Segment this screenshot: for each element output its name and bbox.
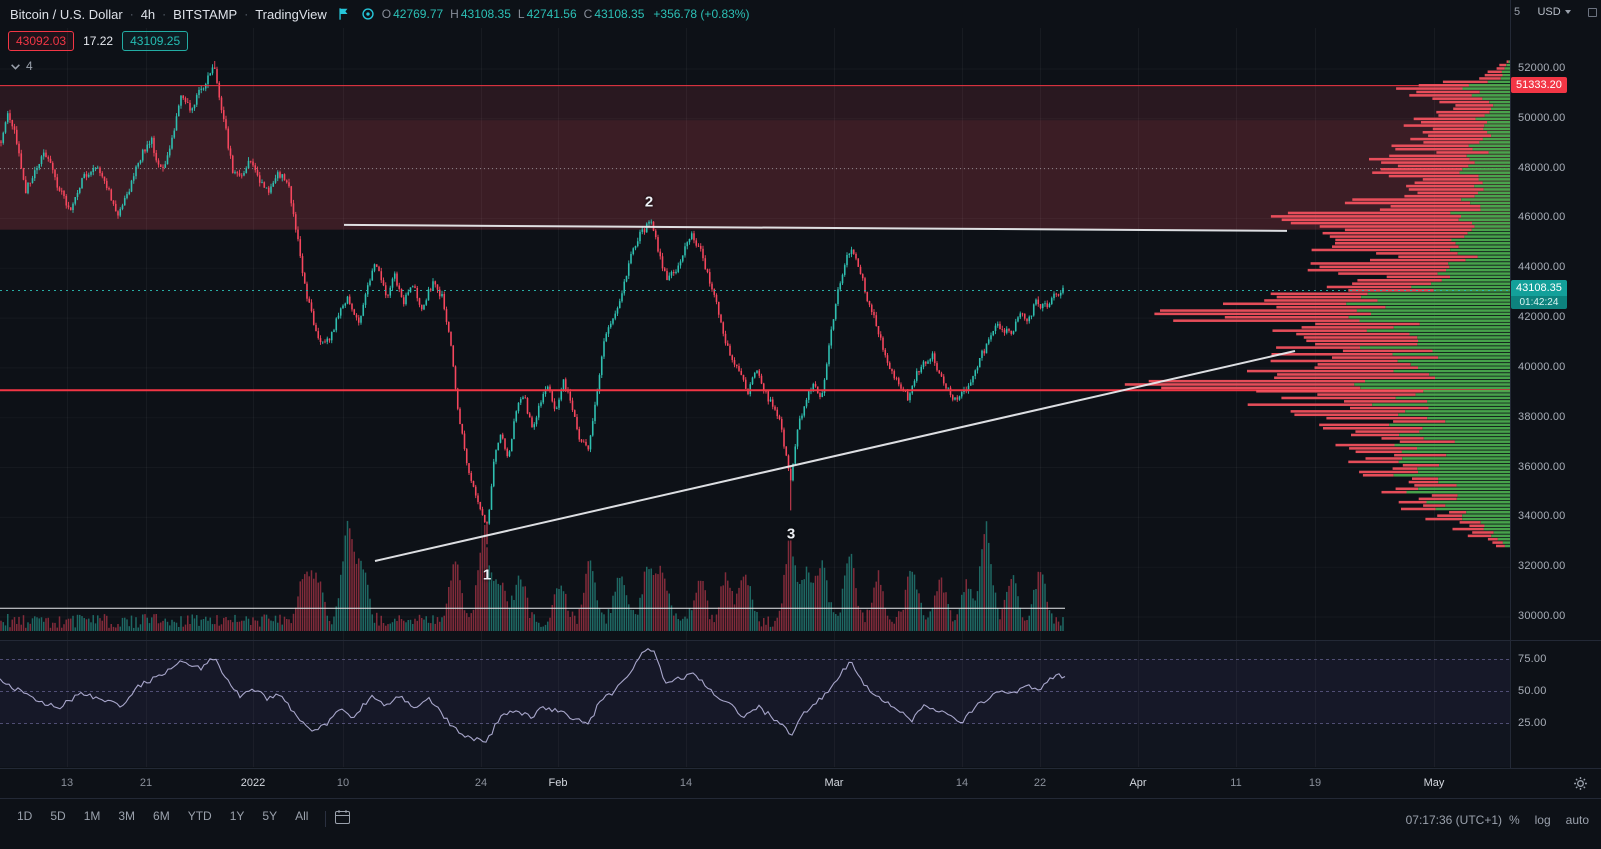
open-value: O 42769.77 bbox=[381, 7, 444, 21]
separator: · bbox=[162, 7, 167, 21]
bottom-toolbar: 1D 5D 1M 3M 6M YTD 1Y 5Y All 07:17:36 (UTC+1) % … bbox=[0, 798, 1601, 849]
scale-options: % log auto bbox=[1509, 813, 1589, 827]
time-axis-tick: 10 bbox=[336, 777, 350, 789]
currency-toggle[interactable]: USD bbox=[1534, 4, 1573, 20]
go-to-date-icon[interactable] bbox=[334, 809, 351, 825]
axis-top-controls: 5 USD bbox=[1514, 4, 1597, 20]
rsi-axis-label: 75.00 bbox=[1518, 652, 1547, 665]
sell-price-button[interactable]: 43092.03 bbox=[8, 31, 75, 51]
axis-top-count: 5 bbox=[1514, 6, 1521, 18]
separator: · bbox=[244, 7, 249, 21]
time-axis-tick: May bbox=[1423, 777, 1445, 789]
price-axis-label: 52000.00 bbox=[1518, 62, 1566, 74]
time-axis-tick: Apr bbox=[1129, 777, 1147, 789]
current-price-value: 43108.35 bbox=[1511, 280, 1567, 297]
range-button-1m[interactable]: 1M bbox=[83, 809, 101, 823]
flag-icon[interactable] bbox=[337, 7, 351, 21]
high-value: H 43108.35 bbox=[450, 7, 511, 21]
rsi-axis-label: 25.00 bbox=[1518, 716, 1547, 729]
timezone-clock[interactable]: 07:17:36 (UTC+1) bbox=[1405, 813, 1502, 827]
panel-collapse-icon[interactable] bbox=[1587, 7, 1597, 17]
auto-scale-button[interactable]: auto bbox=[1565, 813, 1589, 827]
chart-legend: Bitcoin / U.S. Dollar · 4h · BITSTAMP · … bbox=[0, 0, 749, 28]
price-axis-label: 30000.00 bbox=[1518, 610, 1566, 622]
range-button-6m[interactable]: 6M bbox=[153, 809, 170, 823]
wave-label-1: 1 bbox=[482, 566, 492, 584]
chevron-down-icon bbox=[1564, 10, 1571, 14]
range-button-3m[interactable]: 3M bbox=[118, 809, 136, 823]
price-axis[interactable]: 5 USD 51333.20 43108.35 01:42:24 52000.0… bbox=[1511, 0, 1601, 768]
bar-countdown: 01:42:24 bbox=[1511, 296, 1567, 310]
time-axis-tick: 14 bbox=[955, 777, 969, 789]
price-axis-label: 50000.00 bbox=[1518, 111, 1566, 124]
time-axis-tick: 21 bbox=[139, 777, 153, 789]
symbol-title[interactable]: Bitcoin / U.S. Dollar bbox=[10, 6, 123, 22]
close-value: C 43108.35 bbox=[583, 7, 645, 21]
range-button-ytd[interactable]: YTD bbox=[187, 809, 212, 823]
wave-label-3: 3 bbox=[786, 525, 796, 543]
time-axis-tick: 13 bbox=[60, 777, 74, 789]
current-price-label: 43108.35 01:42:24 bbox=[1511, 280, 1567, 310]
price-axis-label: 34000.00 bbox=[1518, 510, 1566, 523]
range-button-5y[interactable]: 5Y bbox=[262, 809, 278, 823]
exchange-label: BITSTAMP bbox=[173, 6, 238, 22]
currency-label: USD bbox=[1537, 6, 1561, 18]
price-axis-label: 40000.00 bbox=[1518, 360, 1566, 373]
interval-label[interactable]: 4h bbox=[140, 6, 156, 22]
percent-scale-button[interactable]: % bbox=[1508, 813, 1520, 827]
spread-value: 17.22 bbox=[83, 34, 114, 48]
time-axis-tick: Feb bbox=[548, 777, 568, 789]
low-value: L 42741.56 bbox=[517, 7, 577, 21]
wave-label-2: 2 bbox=[644, 193, 654, 211]
rsi-axis-label: 50.00 bbox=[1518, 684, 1547, 697]
alert-price-label: 51333.20 bbox=[1511, 76, 1567, 93]
chevron-down-icon bbox=[10, 61, 21, 72]
range-button-all[interactable]: All bbox=[295, 809, 309, 823]
log-scale-button[interactable]: log bbox=[1534, 813, 1551, 827]
date-range-buttons: 1D 5D 1M 3M 6M YTD 1Y 5Y All bbox=[8, 805, 317, 827]
time-axis-tick: 22 bbox=[1033, 777, 1047, 789]
price-axis-label: 46000.00 bbox=[1518, 211, 1566, 224]
settings-gear-icon[interactable] bbox=[1573, 776, 1588, 791]
buy-price-button[interactable]: 43109.25 bbox=[122, 31, 189, 51]
time-axis-tick: 11 bbox=[1230, 777, 1242, 789]
toolbar-divider bbox=[325, 811, 327, 827]
legend-collapse-control[interactable]: 4 bbox=[10, 59, 33, 73]
time-axis-tick: 19 bbox=[1308, 777, 1322, 789]
price-axis-label: 32000.00 bbox=[1518, 560, 1566, 573]
price-axis-label: 38000.00 bbox=[1518, 410, 1566, 423]
range-button-1y[interactable]: 1Y bbox=[229, 809, 245, 823]
brand-label: TradingView bbox=[255, 6, 327, 22]
time-axis-tick: Mar bbox=[824, 777, 844, 789]
price-axis-label: 36000.00 bbox=[1518, 460, 1566, 473]
time-axis[interactable]: 13 21 2022 10 24 Feb 14 Mar 14 22 Apr 11 19 May bbox=[0, 768, 1601, 798]
separator: · bbox=[129, 7, 134, 21]
range-button-5d[interactable]: 5D bbox=[50, 809, 66, 823]
market-status-icon bbox=[361, 7, 375, 21]
price-axis-label: 44000.00 bbox=[1518, 261, 1566, 274]
change-value: +356.78 (+0.83%) bbox=[653, 7, 750, 21]
indicator-count: 4 bbox=[26, 59, 33, 73]
price-axis-label: 48000.00 bbox=[1518, 161, 1566, 174]
time-axis-tick: 24 bbox=[474, 777, 488, 789]
range-button-1d[interactable]: 1D bbox=[17, 809, 33, 823]
bid-ask-widget: 43092.03 17.22 43109.25 bbox=[8, 31, 189, 51]
time-axis-tick: 14 bbox=[679, 777, 693, 789]
price-axis-label: 42000.00 bbox=[1518, 311, 1566, 324]
time-axis-tick: 2022 bbox=[240, 777, 266, 789]
